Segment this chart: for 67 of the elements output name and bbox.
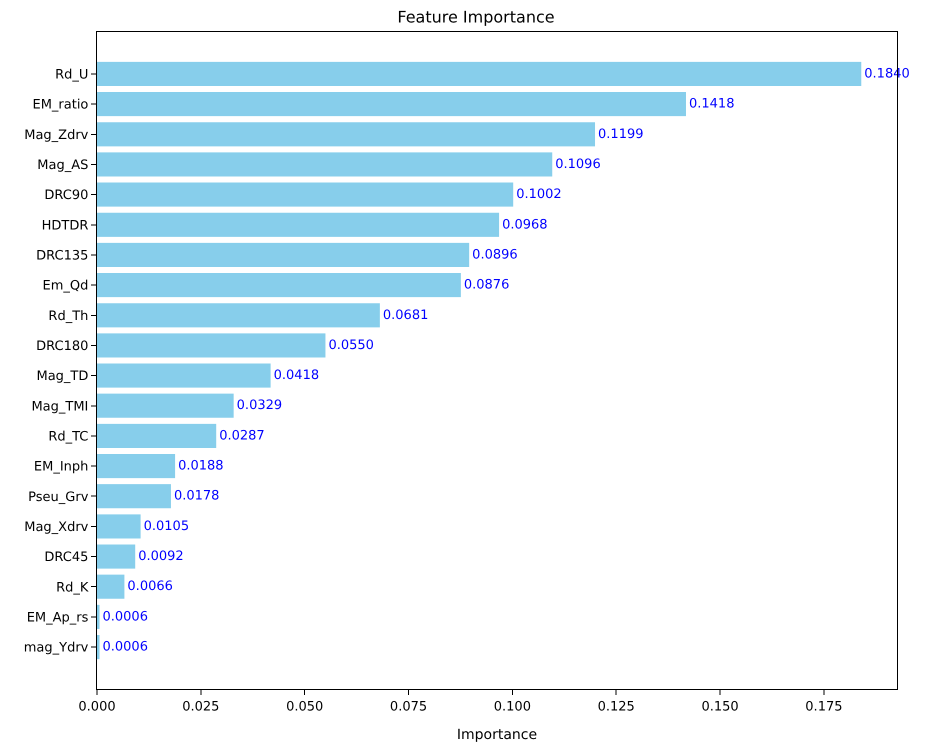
bar [97,574,124,599]
x-axis-title: Importance [456,726,538,743]
y-tick-label: Mag_Zdrv [24,128,89,143]
bar [97,122,596,146]
data-label: 0.0681 [382,308,428,323]
bar [97,544,136,569]
y-tick-label: EM_Inph [34,460,88,475]
bar [97,424,216,448]
bar [97,394,234,418]
data-label: 0.0188 [178,458,224,474]
data-label: 0.0968 [502,217,548,232]
data-label: 0.0006 [102,640,148,655]
y-tick-label: mag_Ydrv [24,640,89,656]
data-label: 0.0105 [144,518,190,534]
x-tick-label: 0.100 [494,700,531,715]
data-label: 0.0287 [219,428,265,444]
data-label: 0.1199 [598,126,644,142]
data-label: 0.0896 [472,247,518,262]
bar [97,484,171,508]
y-tick-label: Rd_TC [48,429,88,444]
bar [97,514,141,538]
y-tick-label: DRC90 [44,188,88,204]
bar [97,303,380,328]
bar [97,92,686,116]
x-tick-label: 0.075 [390,700,428,715]
y-tick-label: Mag_TMI [31,399,88,414]
x-tick-label: 0.175 [805,700,843,715]
x-tick-label: 0.150 [701,700,739,715]
data-label: 0.0876 [464,278,510,293]
data-label: 0.0092 [138,549,184,564]
y-tick-label: DRC45 [44,550,88,566]
y-tick-label: EM_ratio [32,98,88,113]
y-tick-label: Pseu_Grv [28,490,89,505]
bar [97,333,326,358]
y-tick-label: Mag_TD [36,369,88,384]
data-label: 0.0418 [274,368,320,384]
data-label: 0.0550 [328,338,374,353]
bar [97,152,552,176]
data-label: 0.0178 [174,488,220,504]
x-tick-label: 0.025 [182,700,220,715]
y-tick-label: DRC180 [36,338,88,354]
y-tick-label: Mag_AS [37,158,88,173]
y-tick-label: Rd_Th [48,308,88,324]
y-tick-label: Rd_K [56,580,89,596]
y-tick-label: HDTDR [42,218,88,234]
bar [97,364,271,388]
data-label: 0.0006 [102,609,148,624]
bar [97,212,500,237]
bar [97,62,862,86]
y-tick-label: Em_Qd [42,278,88,294]
bar [97,182,514,207]
data-label: 0.0066 [127,579,173,594]
y-tick-label: Rd_U [55,67,88,82]
y-tick-label: DRC135 [36,248,88,264]
data-label: 0.1418 [688,96,734,112]
y-tick-label: Mag_Xdrv [24,520,89,535]
x-tick-label: 0.000 [78,700,116,715]
x-tick-label: 0.125 [598,700,635,715]
data-label: 0.1096 [555,156,601,172]
y-tick-label: EM_Ap_rs [26,610,89,626]
bar [97,273,461,298]
chart-title: Feature Importance [397,7,555,26]
data-label: 0.0329 [236,398,282,414]
bar [97,454,176,478]
x-tick-label: 0.050 [286,700,324,715]
data-label: 0.1002 [516,187,562,202]
bar [97,242,470,267]
